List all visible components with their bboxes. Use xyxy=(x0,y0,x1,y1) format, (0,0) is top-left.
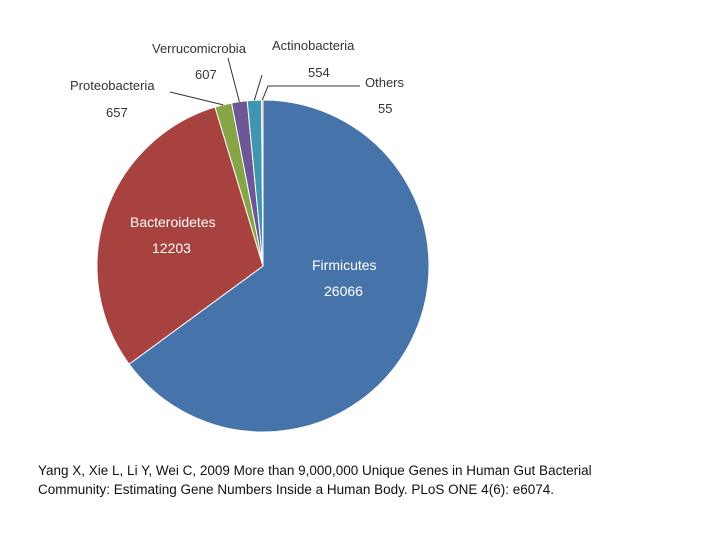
slice-name-proteobacteria: Proteobacteria xyxy=(70,78,155,93)
slice-label-actinobacteria: Actinobacteria xyxy=(272,38,354,53)
slice-value-proteobacteria: 657 xyxy=(106,105,128,120)
slice-name-firmicutes: Firmicutes xyxy=(312,257,377,273)
slice-label-others: Others xyxy=(365,75,404,90)
slice-name-bacteroidetes: Bacteroidetes xyxy=(130,214,216,230)
slice-value-bacteroidetes: 12203 xyxy=(152,240,191,256)
slice-label-bacteroidetes: Bacteroidetes xyxy=(130,214,216,230)
slice-name-verrucomicrobia: Verrucomicrobia xyxy=(152,41,246,56)
leader-line-proteobacteria xyxy=(169,91,224,106)
slice-value-others: 55 xyxy=(378,101,393,116)
slice-name-others: Others xyxy=(365,75,405,90)
citation-line-2: Community: Estimating Gene Numbers Insid… xyxy=(38,482,554,497)
leader-line-verrucomicrobia xyxy=(227,57,240,102)
citation: Yang X, Xie L, Li Y, Wei C, 2009 More th… xyxy=(38,461,698,499)
slice-value-actinobacteria-wrap: 554 xyxy=(308,65,330,80)
pie-chart xyxy=(96,57,430,433)
slice-value-verrucomicrobia: 607 xyxy=(195,67,217,82)
slice-label-firmicutes: Firmicutes xyxy=(312,257,377,273)
pie-slice-bacteroidetes xyxy=(96,106,264,365)
slice-value-bacteroidetes-wrap: 12203 xyxy=(152,240,191,256)
slice-value-verrucomicrobia-wrap: 607 xyxy=(195,67,217,82)
slice-value-firmicutes: 26066 xyxy=(324,283,363,299)
slice-value-firmicutes-wrap: 26066 xyxy=(324,283,363,299)
slice-label-verrucomicrobia: Verrucomicrobia xyxy=(152,41,246,56)
leader-line-actinobacteria xyxy=(253,74,263,101)
pie-slice-firmicutes xyxy=(128,99,430,433)
citation-line-1: Yang X, Xie L, Li Y, Wei C, 2009 More th… xyxy=(38,463,592,478)
slice-name-actinobacteria: Actinobacteria xyxy=(272,38,355,53)
slice-label-proteobacteria: Proteobacteria xyxy=(70,78,155,93)
slice-value-others-wrap: 55 xyxy=(378,101,392,116)
leader-line-others xyxy=(261,85,360,101)
slice-value-proteobacteria-wrap: 657 xyxy=(106,105,128,120)
slice-value-actinobacteria: 554 xyxy=(308,65,330,80)
